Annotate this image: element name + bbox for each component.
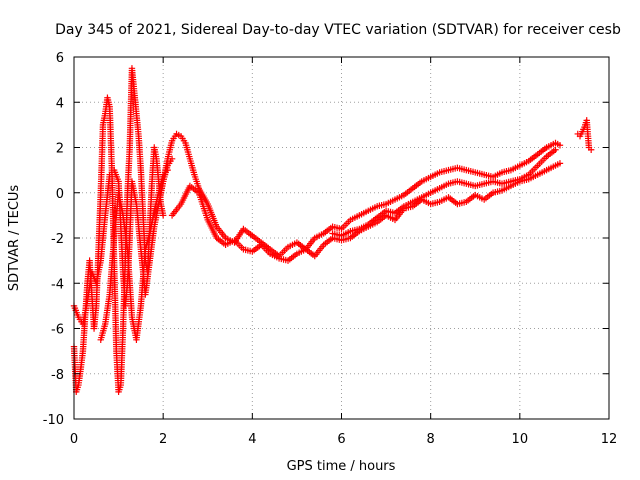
y-tick-label: 2 — [56, 142, 64, 157]
x-tick-label: 4 — [248, 432, 256, 447]
y-tick-label: -8 — [51, 368, 64, 383]
y-tick-label: -4 — [51, 277, 64, 292]
y-tick-labels: 6 4 2 0 -2 -4 -6 -8 -10 — [43, 51, 64, 428]
x-tick-label: 8 — [427, 432, 435, 447]
y-tick-label: 0 — [56, 187, 64, 202]
x-tick-labels: 0 2 4 6 8 10 12 — [70, 432, 617, 447]
chart-title: Day 345 of 2021, Sidereal Day-to-day VTE… — [55, 22, 621, 38]
y-tick-label: -10 — [43, 413, 64, 428]
x-tick-label: 12 — [601, 432, 618, 447]
y-tick-label: 4 — [56, 96, 64, 111]
y-tick-label: -6 — [51, 323, 64, 338]
data-point — [552, 146, 559, 153]
axis-ticks — [73, 56, 610, 420]
data-points — [70, 65, 595, 396]
x-tick-label: 6 — [337, 432, 345, 447]
x-tick-label: 0 — [70, 432, 78, 447]
y-axis-label: SDTVAR / TECUs — [7, 185, 22, 292]
data-point — [159, 212, 167, 219]
y-tick-label: 6 — [56, 51, 64, 66]
data-point — [587, 146, 595, 153]
y-tick-label: -2 — [51, 232, 64, 247]
data-point — [556, 160, 564, 167]
data-point — [556, 142, 564, 149]
x-tick-label: 2 — [159, 432, 167, 447]
x-axis-label: GPS time / hours — [287, 459, 396, 474]
x-tick-label: 10 — [512, 432, 529, 447]
